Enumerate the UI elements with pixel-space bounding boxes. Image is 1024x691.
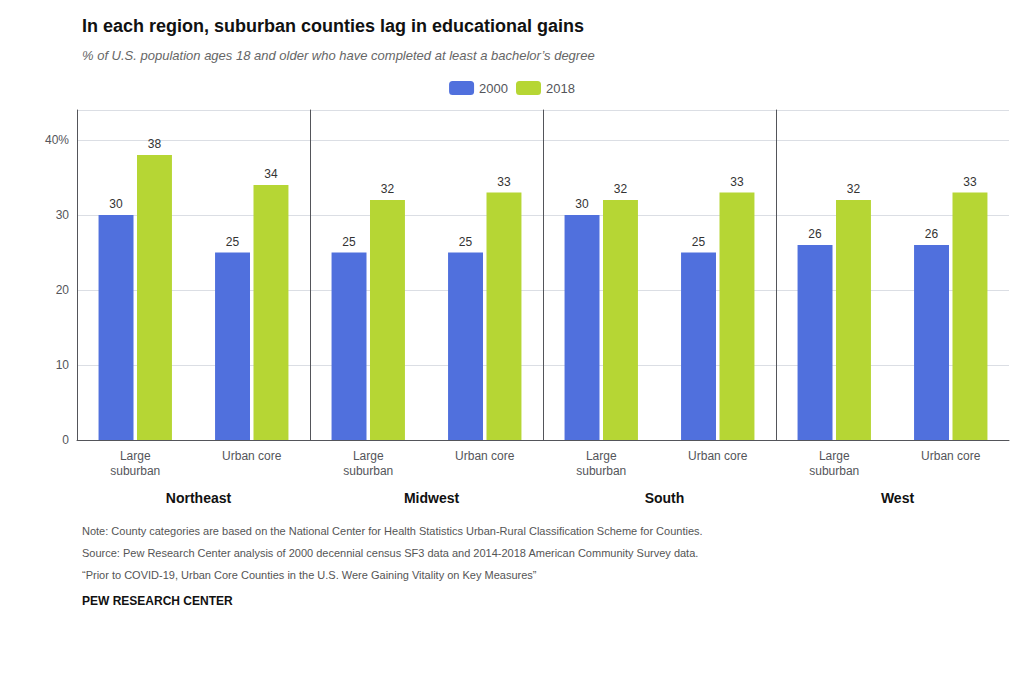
svg-text:33: 33 [963, 175, 977, 189]
svg-text:South: South [645, 490, 685, 506]
svg-text:Source: Pew Research Center an: Source: Pew Research Center analysis of … [82, 547, 698, 559]
svg-text:25: 25 [342, 235, 356, 249]
svg-text:Large: Large [586, 449, 617, 463]
svg-text:26: 26 [808, 227, 822, 241]
svg-text:30: 30 [109, 197, 123, 211]
svg-text:suburban: suburban [809, 464, 859, 478]
svg-text:25: 25 [459, 235, 473, 249]
svg-text:Large: Large [353, 449, 384, 463]
svg-text:Urban core: Urban core [688, 449, 748, 463]
svg-text:40%: 40% [45, 133, 69, 147]
svg-text:10: 10 [56, 358, 70, 372]
svg-text:34: 34 [264, 167, 278, 181]
svg-text:West: West [881, 490, 915, 506]
svg-text:suburban: suburban [343, 464, 393, 478]
svg-text:Urban core: Urban core [455, 449, 515, 463]
svg-text:Large: Large [120, 449, 151, 463]
svg-text:0: 0 [62, 433, 69, 447]
svg-text:Midwest: Midwest [404, 490, 460, 506]
svg-text:% of U.S. population ages 18 a: % of U.S. population ages 18 and older w… [82, 48, 595, 63]
svg-text:20: 20 [56, 283, 70, 297]
svg-text:26: 26 [925, 227, 939, 241]
svg-text:38: 38 [148, 137, 162, 151]
svg-text:30: 30 [56, 208, 70, 222]
svg-text:Large: Large [819, 449, 850, 463]
svg-text:suburban: suburban [110, 464, 160, 478]
svg-text:32: 32 [381, 182, 395, 196]
svg-text:suburban: suburban [576, 464, 626, 478]
svg-text:“Prior to COVID-19, Urban Core: “Prior to COVID-19, Urban Core Counties … [82, 569, 537, 581]
svg-text:33: 33 [497, 175, 511, 189]
svg-text:25: 25 [226, 235, 240, 249]
svg-text:32: 32 [614, 182, 628, 196]
svg-text:In each region, suburban count: In each region, suburban counties lag in… [82, 16, 584, 36]
svg-text:Northeast: Northeast [166, 490, 232, 506]
svg-text:Urban core: Urban core [222, 449, 282, 463]
svg-text:33: 33 [730, 175, 744, 189]
svg-text:PEW RESEARCH CENTER: PEW RESEARCH CENTER [82, 594, 233, 608]
svg-text:2000: 2000 [479, 81, 508, 96]
svg-text:32: 32 [847, 182, 861, 196]
svg-text:Urban core: Urban core [921, 449, 981, 463]
svg-text:25: 25 [692, 235, 706, 249]
svg-text:2018: 2018 [546, 81, 575, 96]
svg-text:Note: County categories are ba: Note: County categories are based on the… [82, 525, 703, 537]
svg-text:30: 30 [575, 197, 589, 211]
